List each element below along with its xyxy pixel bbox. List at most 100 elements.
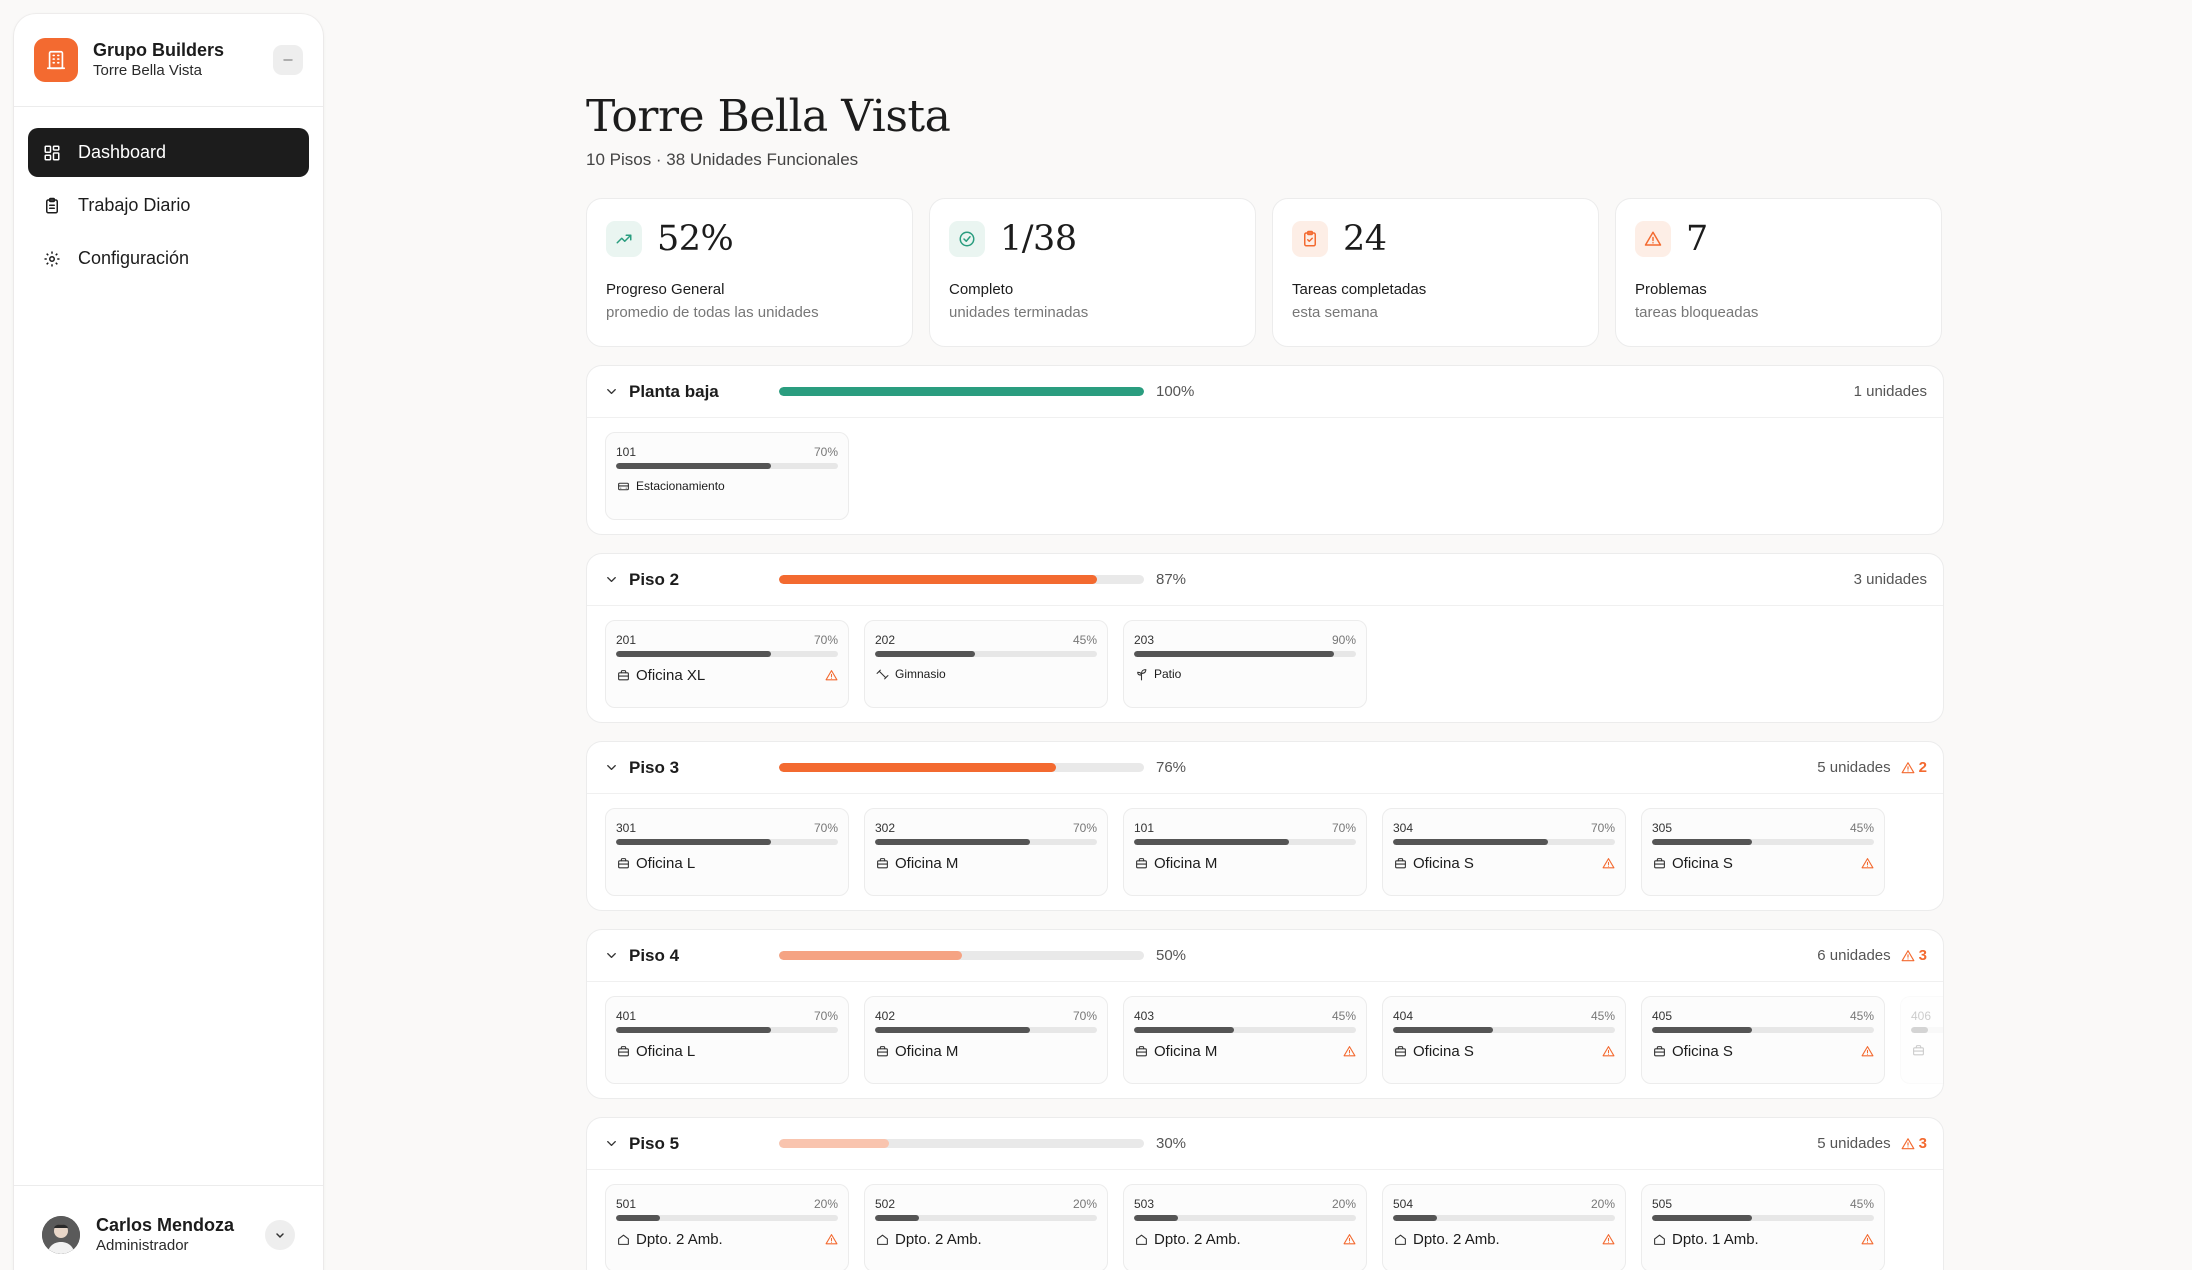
warning-count: 3: [1901, 1135, 1927, 1152]
unit-header: 403 45%: [1134, 1009, 1356, 1023]
alert-triangle-icon: [1602, 857, 1615, 870]
unit-percent: 45%: [1849, 821, 1874, 835]
alert-triangle-icon: [1861, 1045, 1874, 1058]
warning-count-value: 3: [1918, 1135, 1927, 1152]
chevron-down-icon[interactable]: [603, 760, 619, 776]
unit-card[interactable]: 406: [1900, 996, 1943, 1084]
warning-count-value: 2: [1918, 759, 1927, 776]
briefcase-icon: [1911, 1043, 1925, 1057]
unit-card[interactable]: 502 20% Dpto. 2 Amb.: [864, 1184, 1108, 1270]
unit-code: 504: [1393, 1197, 1414, 1211]
unit-type: Dpto. 2 Amb.: [636, 1231, 723, 1248]
unit-progress-fill: [875, 1215, 920, 1221]
user-menu-button[interactable]: [265, 1220, 295, 1250]
unit-progress-fill: [616, 463, 772, 469]
floor-percent: 30%: [1156, 1135, 1187, 1152]
unit-card[interactable]: 201 70% Oficina XL: [605, 620, 849, 708]
unit-code: 101: [616, 445, 637, 459]
unit-card[interactable]: 504 20% Dpto. 2 Amb.: [1382, 1184, 1626, 1270]
unit-card[interactable]: 503 20% Dpto. 2 Amb.: [1123, 1184, 1367, 1270]
floor-section: Piso 3 76% 5 unidades 2 301 70%: [586, 741, 1944, 911]
unit-card[interactable]: 304 70% Oficina S: [1382, 808, 1626, 896]
unit-type-row: Oficina S: [1393, 855, 1615, 872]
unit-progress-fill: [1911, 1027, 1929, 1033]
unit-header: 201 70%: [616, 633, 838, 647]
floor-header[interactable]: Piso 3 76% 5 unidades 2: [587, 742, 1943, 794]
unit-header: 505 45%: [1652, 1197, 1874, 1211]
unit-progress-bar: [1134, 651, 1356, 657]
unit-type-row: Oficina L: [616, 1043, 838, 1060]
unit-card[interactable]: 403 45% Oficina M: [1123, 996, 1367, 1084]
unit-header: 305 45%: [1652, 821, 1874, 835]
home-icon: [1134, 1233, 1148, 1247]
plant-icon: [1134, 667, 1148, 681]
warning-count: 2: [1901, 759, 1927, 776]
user-profile[interactable]: Carlos Mendoza Administrador: [14, 1185, 323, 1270]
floor-header[interactable]: Piso 5 30% 5 unidades 3: [587, 1118, 1943, 1170]
stat-description: esta semana: [1292, 304, 1378, 321]
floor-name: Piso 3: [629, 757, 680, 777]
sidebar-item-dashboard[interactable]: Dashboard: [28, 128, 309, 177]
unit-percent: 45%: [1590, 1009, 1615, 1023]
unit-card[interactable]: 401 70% Oficina L: [605, 996, 849, 1084]
unit-header: 101 70%: [616, 445, 838, 459]
unit-type-row: Oficina L: [616, 855, 838, 872]
sidebar-item-trabajo-diario[interactable]: Trabajo Diario: [28, 181, 309, 230]
minus-icon: [283, 59, 293, 61]
sidebar-item-configuracion[interactable]: Configuración: [28, 234, 309, 283]
unit-card[interactable]: 501 20% Dpto. 2 Amb.: [605, 1184, 849, 1270]
chevron-down-icon[interactable]: [603, 572, 619, 588]
unit-card[interactable]: 301 70% Oficina L: [605, 808, 849, 896]
unit-card[interactable]: 202 45% Gimnasio: [864, 620, 1108, 708]
unit-progress-fill: [1134, 839, 1290, 845]
user-name: Carlos Mendoza: [96, 1215, 235, 1235]
alert-triangle-icon: [1343, 1045, 1356, 1058]
unit-card[interactable]: 405 45% Oficina S: [1641, 996, 1885, 1084]
unit-card[interactable]: 101 70% Estacionamiento: [605, 432, 849, 520]
unit-percent: 70%: [813, 445, 838, 459]
unit-card[interactable]: 101 70% Oficina M: [1123, 808, 1367, 896]
unit-header: 404 45%: [1393, 1009, 1615, 1023]
building-icon: [34, 38, 78, 82]
trending-up-icon: [606, 221, 642, 257]
floor-header[interactable]: Piso 2 87% 3 unidades: [587, 554, 1943, 606]
unit-header: 504 20%: [1393, 1197, 1615, 1211]
unit-card[interactable]: 302 70% Oficina M: [864, 808, 1108, 896]
page-subtitle: 10 Pisos · 38 Unidades Funcionales: [586, 150, 859, 169]
chevron-down-icon[interactable]: [603, 948, 619, 964]
unit-type-row: Dpto. 1 Amb.: [1652, 1231, 1874, 1248]
unit-progress-fill: [1134, 651, 1334, 657]
floor-progress-bar: [779, 387, 1144, 396]
floor-header[interactable]: Piso 4 50% 6 unidades 3: [587, 930, 1943, 982]
collapse-sidebar-button[interactable]: [273, 45, 303, 75]
units-grid: 401 70% Oficina L 402 70%: [587, 982, 1943, 1098]
unit-code: 202: [875, 633, 896, 647]
unit-type-row: Patio: [1134, 667, 1356, 681]
chevron-down-icon[interactable]: [603, 384, 619, 400]
chevron-down-icon[interactable]: [603, 1136, 619, 1152]
unit-progress-fill: [1652, 1215, 1752, 1221]
unit-card[interactable]: 505 45% Dpto. 1 Amb.: [1641, 1184, 1885, 1270]
floor-progress-fill: [779, 575, 1097, 584]
unit-header: 501 20%: [616, 1197, 838, 1211]
sidebar-item-label: Trabajo Diario: [78, 195, 191, 215]
unit-header: 402 70%: [875, 1009, 1097, 1023]
unit-progress-fill: [875, 839, 1031, 845]
unit-code: 505: [1652, 1197, 1673, 1211]
unit-progress-fill: [616, 1215, 661, 1221]
unit-card[interactable]: 402 70% Oficina M: [864, 996, 1108, 1084]
stat-card: 52% Progreso General promedio de todas l…: [586, 198, 913, 347]
clipboard-check-icon: [1292, 221, 1328, 257]
unit-header: 406: [1911, 1009, 1943, 1023]
floor-header[interactable]: Planta baja 100% 1 unidades: [587, 366, 1943, 418]
unit-percent: 70%: [1331, 821, 1356, 835]
unit-card[interactable]: 203 90% Patio: [1123, 620, 1367, 708]
unit-progress-fill: [1134, 1215, 1179, 1221]
unit-card[interactable]: 404 45% Oficina S: [1382, 996, 1626, 1084]
unit-card[interactable]: 305 45% Oficina S: [1641, 808, 1885, 896]
unit-progress-bar: [875, 651, 1097, 657]
warning-count-value: 3: [1918, 947, 1927, 964]
floor-summary: 3 unidades: [1854, 571, 1927, 588]
floor-progress-bar: [779, 575, 1144, 584]
unit-type: Dpto. 2 Amb.: [1413, 1231, 1500, 1248]
